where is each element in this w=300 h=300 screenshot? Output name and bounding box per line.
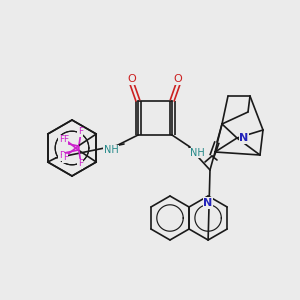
Text: N: N <box>239 133 249 143</box>
Text: NH: NH <box>190 148 204 158</box>
Text: F: F <box>59 136 64 145</box>
Text: O: O <box>128 74 136 84</box>
Text: NH: NH <box>103 145 118 155</box>
Text: F: F <box>78 128 83 136</box>
Text: NH: NH <box>190 148 204 158</box>
Text: F: F <box>78 160 83 169</box>
Text: NH: NH <box>103 145 118 155</box>
Text: O: O <box>174 74 182 84</box>
Text: F: F <box>59 152 64 160</box>
Text: F: F <box>63 136 68 145</box>
Text: F: F <box>63 154 68 163</box>
Text: N: N <box>203 198 213 208</box>
